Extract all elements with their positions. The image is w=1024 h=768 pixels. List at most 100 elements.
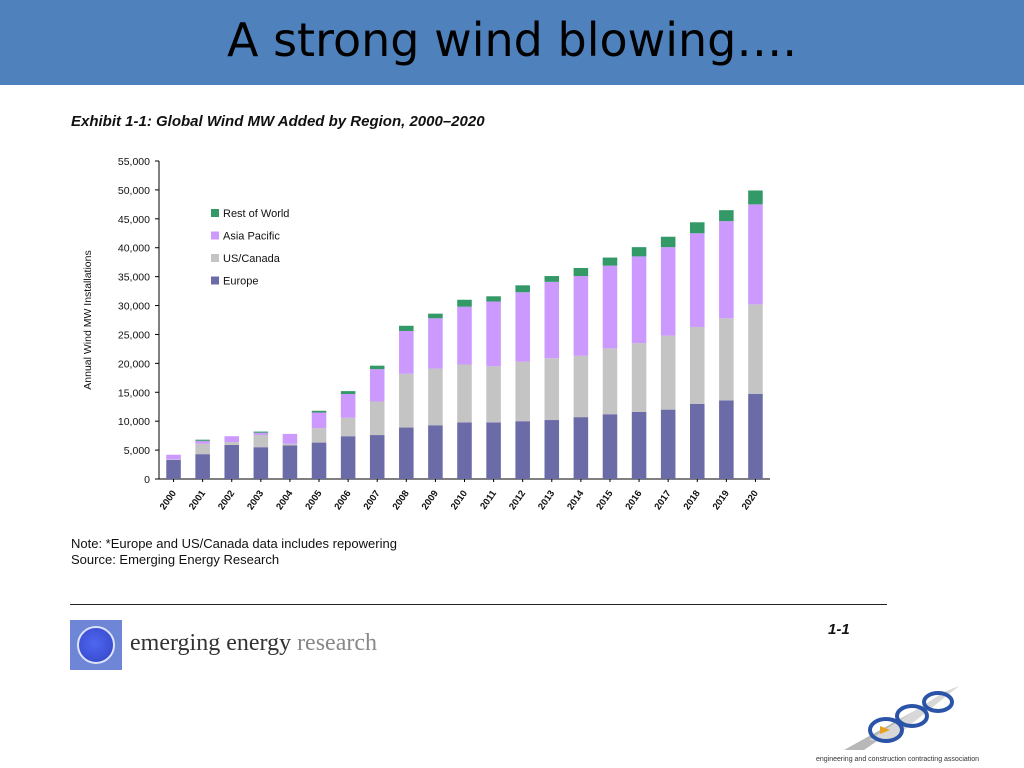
x-tick-label: 2016 (623, 488, 644, 512)
ecca-tagline: engineering and construction contracting… (816, 756, 980, 763)
x-tick-label: 2013 (536, 488, 557, 512)
bar-asia-pacific (689, 233, 705, 327)
y-tick-label: 35,000 (118, 272, 150, 284)
bar-rest-of-world (253, 431, 269, 433)
legend-label: Europe (223, 276, 258, 288)
bar-europe (631, 411, 647, 479)
bar-europe (602, 414, 618, 479)
bar-us-canada (282, 443, 298, 446)
bar-us-canada (369, 401, 385, 436)
x-tick-label: 2018 (682, 488, 703, 512)
bar-rest-of-world (428, 313, 443, 319)
bar-europe (689, 403, 705, 479)
x-tick-label: 2007 (362, 488, 383, 512)
y-tick-label: 40,000 (118, 243, 150, 255)
bar-asia-pacific (195, 440, 210, 444)
x-tick-label: 2002 (216, 488, 237, 512)
ecca-logo-icon (844, 686, 959, 750)
chart-source: Source: Emerging Energy Research (71, 552, 280, 567)
bar-us-canada (399, 373, 414, 428)
bar-asia-pacific (428, 318, 443, 369)
bar-rest-of-world (602, 257, 618, 266)
y-tick-label: 55,000 (118, 156, 150, 168)
bar-europe (166, 459, 181, 479)
bar-europe (486, 422, 501, 479)
bar-asia-pacific (515, 292, 530, 362)
bar-rest-of-world (457, 299, 472, 307)
bar-rest-of-world (369, 365, 385, 370)
bar-asia-pacific (660, 247, 676, 336)
bar-rest-of-world (486, 296, 501, 302)
stacked-bar-chart: 0 5,000 10,000 15,000 20,000 25,000 30,000 35,0… (82, 156, 770, 512)
bar-europe (282, 445, 298, 479)
bar-europe (340, 436, 356, 479)
bar-europe (195, 454, 210, 479)
bar-asia-pacific (369, 369, 385, 402)
bar-asia-pacific (224, 436, 240, 442)
legend-label: Asia Pacific (223, 231, 280, 243)
bar-us-canada (428, 368, 443, 426)
title-banner (0, 0, 1024, 85)
x-tick-label: 2005 (303, 488, 325, 512)
bar-europe (253, 447, 269, 479)
bar-rest-of-world (660, 236, 676, 248)
x-tick-label: 2011 (478, 488, 499, 512)
bar-europe (457, 422, 472, 479)
bar-europe (311, 442, 327, 479)
y-tick-label: 30,000 (118, 301, 150, 313)
bar-us-canada (573, 355, 589, 418)
x-tick-label: 2019 (711, 488, 732, 512)
legend-label: US/Canada (223, 253, 281, 265)
bar-rest-of-world (573, 267, 589, 277)
bar-us-canada (660, 335, 676, 410)
x-tick-label: 2017 (652, 488, 673, 512)
bar-us-canada (340, 417, 356, 437)
page-number: 1-1 (828, 621, 850, 638)
x-tick-label: 2009 (420, 488, 441, 512)
bar-asia-pacific (457, 306, 472, 365)
bar-rest-of-world (340, 391, 356, 395)
bar-europe (399, 427, 414, 479)
eer-logo-text: emerging energy research (130, 630, 377, 657)
bar-us-canada (631, 343, 647, 412)
slide-title: A strong wind blowing…. (227, 13, 797, 67)
bar-us-canada (195, 443, 210, 455)
x-tick-label: 2008 (391, 488, 412, 512)
eer-logo-word1: emerging energy (130, 630, 292, 656)
bar-rest-of-world (515, 285, 530, 293)
bar-asia-pacific (544, 281, 560, 359)
y-axis-label: Annual Wind MW Installations (82, 250, 94, 389)
x-tick-label: 2014 (565, 488, 587, 512)
x-tick-label: 2003 (245, 488, 266, 512)
bar-europe (748, 394, 763, 479)
bar-rest-of-world (689, 222, 705, 234)
y-tick-label: 25,000 (118, 329, 150, 341)
bar-asia-pacific (166, 454, 181, 460)
bar-europe (515, 421, 530, 479)
bar-europe (369, 435, 385, 479)
bar-us-canada (166, 459, 181, 460)
bar-asia-pacific (486, 301, 501, 367)
bar-europe (573, 417, 589, 479)
x-tick-label: 2000 (158, 488, 179, 512)
x-tick-label: 2001 (187, 488, 209, 512)
bar-rest-of-world (748, 190, 763, 205)
bar-us-canada (544, 358, 560, 421)
y-tick-label: 10,000 (118, 416, 150, 428)
bar-asia-pacific (399, 330, 414, 374)
bar-us-canada (515, 361, 530, 422)
bar-us-canada (689, 326, 705, 404)
bar-asia-pacific (719, 221, 734, 319)
legend-label: Rest of World (223, 208, 289, 220)
x-tick-label: 2020 (740, 488, 761, 512)
bar-europe (428, 425, 443, 479)
bar-us-canada (311, 428, 327, 443)
bar-us-canada (457, 364, 472, 423)
eer-logo-icon (70, 620, 122, 670)
bar-asia-pacific (602, 265, 618, 349)
bar-rest-of-world (311, 410, 327, 413)
bar-europe (660, 409, 676, 479)
y-tick-label: 5,000 (124, 445, 150, 457)
eer-logo-word2: research (297, 630, 377, 656)
bar-europe (544, 420, 560, 479)
